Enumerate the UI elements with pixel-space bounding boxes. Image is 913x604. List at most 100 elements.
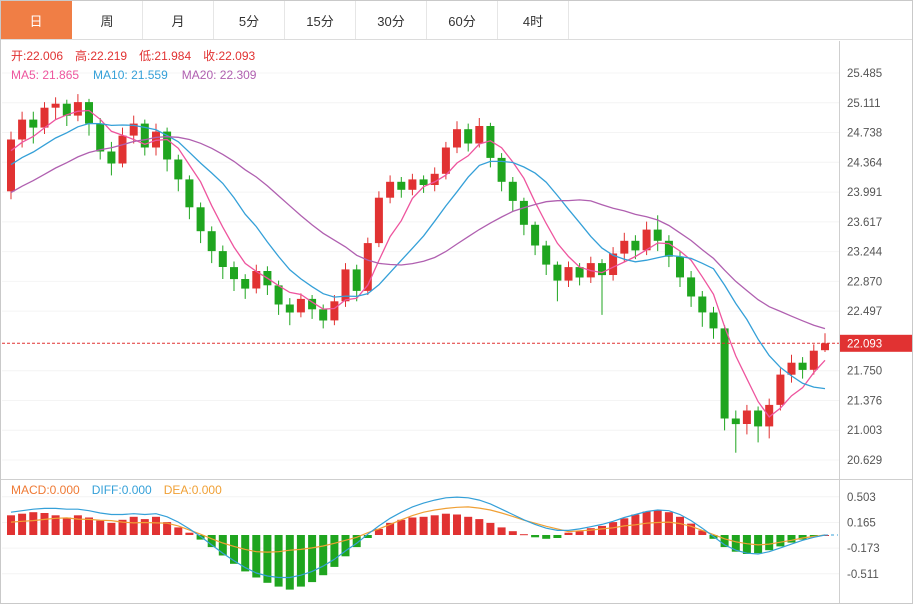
ohlc-summary: 开:22.006 高:22.219 低:21.984 收:22.093 xyxy=(11,47,267,64)
price-axis-label: 24.738 xyxy=(847,128,882,140)
macd-bar xyxy=(163,522,172,535)
svg-text:22.093: 22.093 xyxy=(847,338,882,350)
candle xyxy=(408,173,417,196)
open-value: 开:22.006 xyxy=(11,49,64,63)
macd-bar xyxy=(308,535,317,583)
price-axis-label: 22.497 xyxy=(847,306,882,318)
macd-bar xyxy=(742,535,751,554)
dea-value: DEA:0.000 xyxy=(163,483,222,497)
diff-value: DIFF:0.000 xyxy=(91,483,152,497)
macd-bar xyxy=(430,515,439,535)
macd-bar xyxy=(609,522,618,535)
macd-axis-label: -0.511 xyxy=(847,569,879,581)
macd-bar xyxy=(374,528,383,535)
price-axis-label: 23.244 xyxy=(847,247,883,259)
candle xyxy=(18,111,27,148)
macd-bar xyxy=(107,522,116,535)
macd-bar xyxy=(575,531,584,535)
tab-周[interactable]: 周 xyxy=(72,1,143,39)
candle xyxy=(185,175,194,220)
tab-5分[interactable]: 5分 xyxy=(214,1,285,39)
candle xyxy=(352,264,361,302)
candle xyxy=(542,240,551,275)
candle xyxy=(152,123,160,156)
candle xyxy=(296,293,305,318)
macd-bar xyxy=(330,535,339,567)
macd-bar xyxy=(96,520,105,535)
candle xyxy=(40,102,49,134)
macd-bar xyxy=(7,515,15,535)
candle xyxy=(386,175,395,204)
tab-60分[interactable]: 60分 xyxy=(427,1,498,39)
macd-bar xyxy=(363,535,372,538)
macd-bar xyxy=(798,535,807,540)
macd-bar xyxy=(285,535,294,590)
macd-bar xyxy=(397,519,406,535)
candle xyxy=(809,344,818,375)
macd-bar xyxy=(765,535,774,551)
macd-bar xyxy=(475,519,484,535)
candle xyxy=(664,235,673,268)
candle xyxy=(553,261,562,302)
macd-bar xyxy=(408,517,417,535)
candle xyxy=(742,404,751,435)
current-price-tag: 22.093 xyxy=(840,334,912,352)
candle xyxy=(397,177,406,198)
macd-bar xyxy=(274,535,283,587)
macd-bar xyxy=(230,535,238,564)
candle xyxy=(51,97,60,120)
dea-line xyxy=(10,506,826,553)
tab-15分[interactable]: 15分 xyxy=(285,1,356,39)
candle xyxy=(96,118,105,160)
macd-bar xyxy=(29,512,38,535)
macd-bar xyxy=(352,535,361,548)
macd-value: MACD:0.000 xyxy=(11,483,80,497)
candle xyxy=(687,271,696,307)
candle xyxy=(731,410,740,453)
macd-bar xyxy=(218,535,227,556)
macd-legend: MACD:0.000 DIFF:0.000 DEA:0.000 xyxy=(11,483,234,497)
macd-bar xyxy=(464,516,473,535)
macd-bar xyxy=(731,535,740,552)
candle xyxy=(709,306,718,339)
macd-bar xyxy=(51,515,60,535)
ma10-value: MA10: 21.559 xyxy=(93,68,168,82)
macd-bar xyxy=(140,519,149,535)
candle xyxy=(62,99,71,126)
macd-bar xyxy=(586,528,595,535)
close-value: 收:22.093 xyxy=(203,49,256,63)
low-value: 低:21.984 xyxy=(139,49,192,63)
tab-月[interactable]: 月 xyxy=(143,1,214,39)
candle xyxy=(174,154,183,192)
candle xyxy=(419,175,428,193)
candle xyxy=(218,245,227,279)
macd-bar xyxy=(40,513,49,535)
candle xyxy=(776,368,785,411)
candle xyxy=(330,295,339,326)
candle xyxy=(29,111,38,144)
macd-bar xyxy=(319,535,328,576)
macd-bar xyxy=(564,532,573,535)
candle xyxy=(430,167,439,192)
macd-bar xyxy=(676,516,684,535)
candle xyxy=(787,354,796,383)
macd-bar xyxy=(553,535,562,538)
candle xyxy=(531,221,540,256)
candle xyxy=(453,121,461,154)
candle xyxy=(285,298,294,326)
candle xyxy=(720,325,729,431)
tab-4时[interactable]: 4时 xyxy=(498,1,569,39)
price-axis-label: 21.376 xyxy=(847,396,882,408)
macd-bar xyxy=(519,534,528,536)
macd-bar xyxy=(118,519,127,535)
tab-日[interactable]: 日 xyxy=(1,1,72,39)
candle xyxy=(252,264,261,294)
tab-30分[interactable]: 30分 xyxy=(356,1,427,39)
candle xyxy=(598,259,606,315)
macd-bar xyxy=(296,535,305,587)
candle xyxy=(564,261,573,287)
interval-tabs: 日周月 5分 15分 30分 60分 4时 xyxy=(1,1,912,40)
macd-bar xyxy=(776,535,785,547)
candle xyxy=(821,333,829,352)
